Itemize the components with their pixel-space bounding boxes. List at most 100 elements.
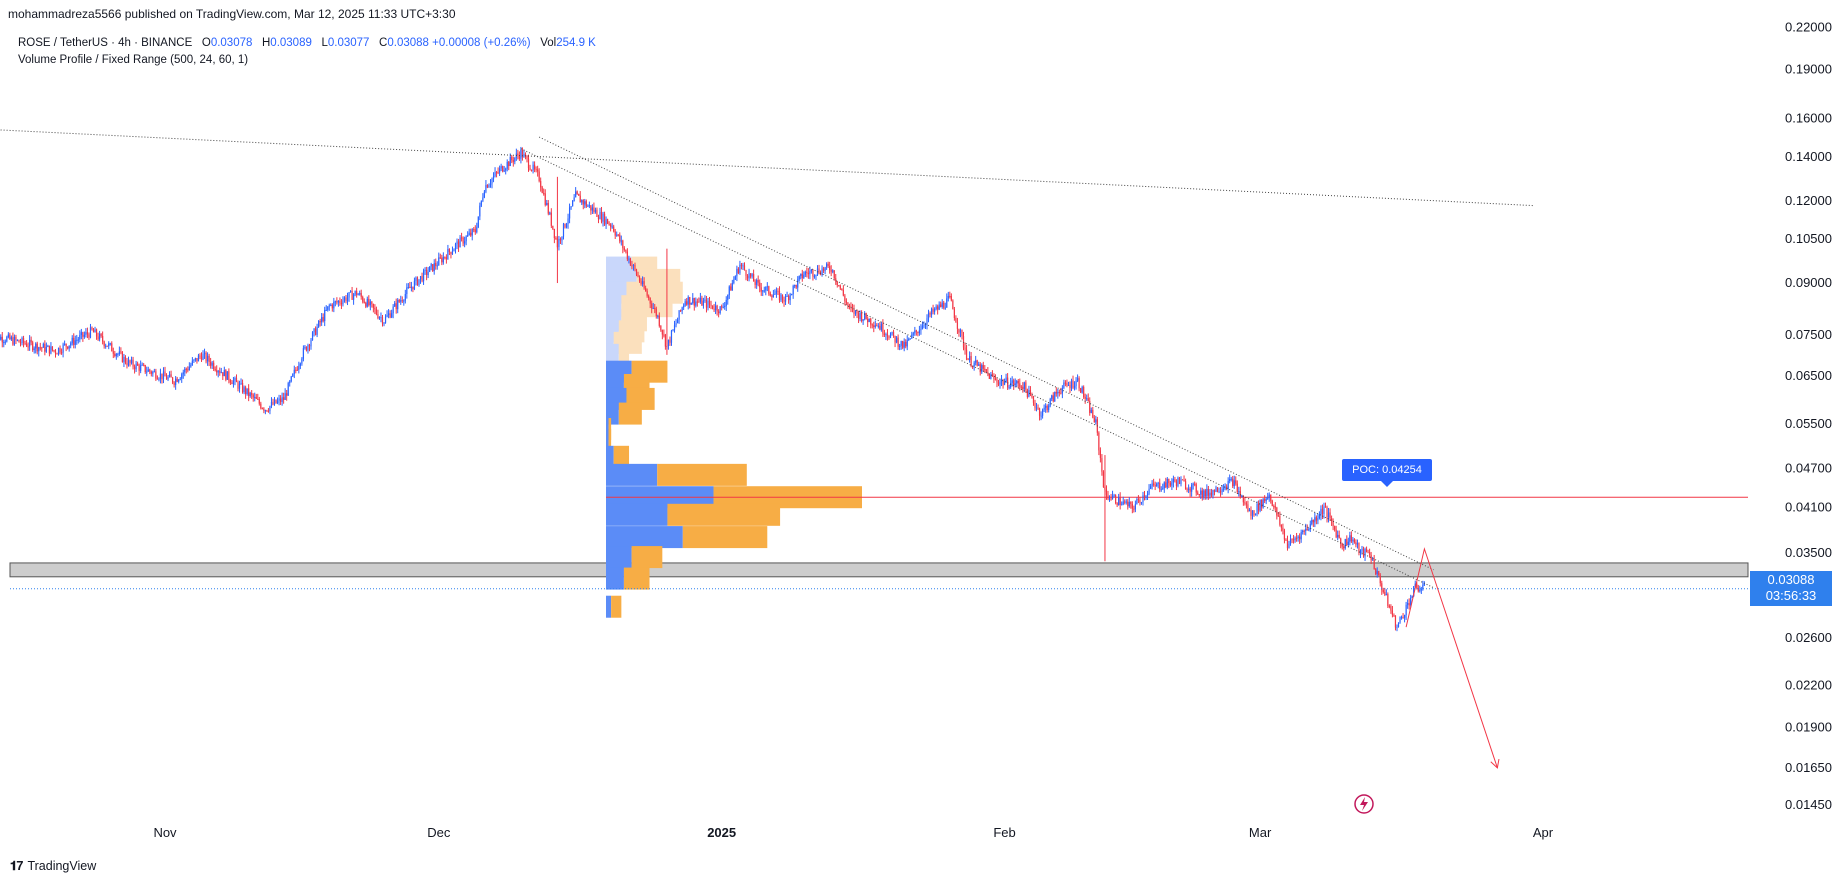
- candle-body: [891, 331, 893, 335]
- brand-name: TradingView: [27, 859, 97, 873]
- candle-body: [409, 286, 411, 289]
- change-value: +0.00008 (+0.26%): [432, 37, 531, 49]
- time-axis: Nov Dec 2025 Feb Mar Apr: [153, 825, 1553, 840]
- candle-body: [1078, 378, 1080, 389]
- candle-body: [1381, 583, 1383, 591]
- candle-body: [1400, 617, 1403, 619]
- candle-body: [327, 306, 329, 310]
- candle-body: [114, 353, 116, 356]
- candle-body: [988, 373, 990, 379]
- candle-body: [1271, 500, 1273, 507]
- candle-body: [269, 406, 271, 412]
- candle-body: [991, 374, 994, 376]
- candle-body: [1153, 483, 1155, 485]
- candle-body: [120, 351, 122, 353]
- candle-body: [1288, 544, 1290, 549]
- candle-body: [19, 342, 22, 344]
- candle-body: [751, 274, 753, 277]
- candle-body: [667, 339, 670, 346]
- candle-body: [1308, 529, 1310, 531]
- candle-body: [903, 341, 905, 348]
- candle-body: [1305, 528, 1307, 531]
- candle-body: [701, 297, 703, 306]
- candle-body: [801, 273, 803, 278]
- candle-body: [902, 340, 904, 348]
- candle-body: [803, 274, 805, 278]
- candle-body: [558, 239, 560, 248]
- candle-body: [1280, 524, 1282, 528]
- candle-body: [690, 302, 692, 305]
- candle-body: [229, 380, 232, 383]
- candle-body: [172, 377, 174, 383]
- candle-body: [70, 343, 72, 346]
- candle-body: [979, 364, 981, 373]
- candle-body: [88, 334, 90, 338]
- candle-body: [1238, 491, 1240, 493]
- candle-body: [978, 364, 980, 366]
- candle-body: [473, 229, 475, 231]
- candle-body: [529, 168, 531, 171]
- candle-body: [1130, 501, 1132, 504]
- legend: ROSE / TetherUS · 4h · BINANCE O0.03078 …: [18, 35, 596, 69]
- candle-body: [502, 166, 504, 172]
- low-value: 0.03077: [327, 37, 370, 49]
- candle-body: [299, 363, 301, 366]
- candle-body: [1156, 483, 1158, 487]
- candle-body: [380, 317, 382, 319]
- candle-body: [836, 281, 838, 286]
- candle-body: [372, 303, 374, 308]
- candle-body: [530, 170, 533, 172]
- candle-body: [1186, 489, 1188, 491]
- candle-body: [929, 313, 931, 315]
- candle-body: [1140, 502, 1143, 504]
- candle-body: [806, 271, 808, 273]
- tradingview-branding[interactable]: 𝟏7 TradingView: [10, 858, 96, 874]
- candle-body: [32, 342, 34, 351]
- candle-body: [308, 345, 311, 347]
- candle-body: [238, 383, 241, 389]
- candle-body: [208, 355, 210, 362]
- candle-body: [1160, 489, 1162, 491]
- candle-body: [1057, 391, 1059, 394]
- candle-body: [514, 157, 516, 162]
- candle-body: [117, 353, 119, 355]
- candle-body: [360, 293, 362, 297]
- candle-body: [737, 268, 740, 274]
- candle-body: [474, 229, 476, 233]
- time-tick-label: Dec: [427, 825, 451, 840]
- trendline-lower: [520, 148, 1434, 589]
- candle-body: [906, 340, 908, 347]
- candle-body: [4, 341, 6, 343]
- candle-body: [648, 295, 650, 298]
- candle-body: [1037, 407, 1039, 409]
- candle-body: [94, 329, 96, 333]
- candle-body: [153, 371, 155, 373]
- candle-body: [245, 387, 247, 395]
- candle-body: [1042, 409, 1044, 416]
- candle-body: [260, 403, 262, 409]
- candle-body: [310, 340, 312, 347]
- candle-body: [1174, 479, 1176, 482]
- candle-body: [365, 302, 367, 307]
- candle-body: [1022, 386, 1024, 390]
- candle-body: [13, 336, 16, 345]
- candle-body: [719, 306, 721, 314]
- price-tick-label: 0.10500: [1785, 231, 1832, 246]
- indicator-title[interactable]: Volume Profile / Fixed Range (500, 24, 6…: [18, 54, 249, 66]
- candle-body: [1358, 542, 1360, 554]
- candle-body: [686, 301, 688, 305]
- candle-body: [897, 337, 899, 347]
- publish-attribution: mohammadreza5566 published on TradingVie…: [8, 7, 456, 21]
- candle-body: [384, 316, 387, 323]
- candle-body: [188, 366, 190, 371]
- symbol-title[interactable]: ROSE / TetherUS · 4h · BINANCE: [18, 37, 193, 49]
- candle-body: [506, 161, 508, 169]
- candle-body: [791, 294, 793, 296]
- candle-body: [1181, 479, 1184, 481]
- candle-body: [771, 295, 773, 298]
- candle-body: [1157, 482, 1159, 484]
- candle-body: [12, 337, 14, 345]
- candle-body: [103, 341, 105, 347]
- candle-body: [1046, 405, 1048, 410]
